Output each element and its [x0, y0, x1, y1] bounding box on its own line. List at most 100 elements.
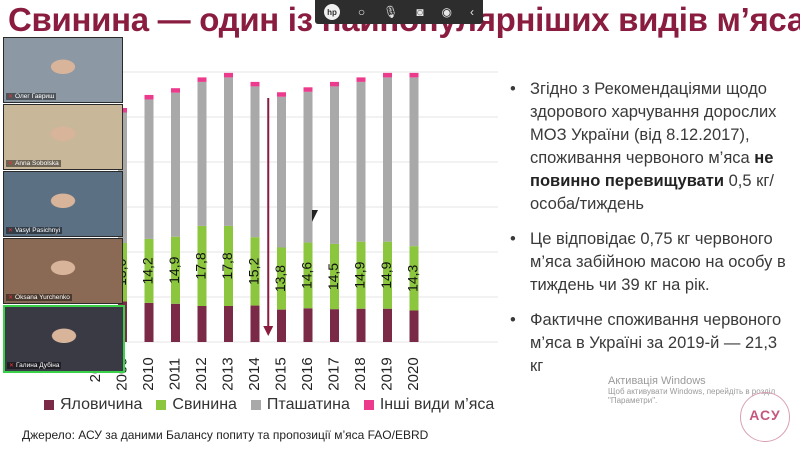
- bar-segment-1: [409, 246, 419, 311]
- bar-segment-2: [277, 96, 286, 248]
- bar-segment-3: [144, 94, 154, 100]
- microphone-icon[interactable]: 🎙: [383, 5, 399, 19]
- bar-segment-1: [144, 238, 154, 303]
- data-label: 14,9: [352, 261, 368, 288]
- legend-swatch: [250, 400, 261, 410]
- bar-segment-2: [224, 77, 233, 226]
- bar-segment-2: [383, 77, 392, 242]
- muted-mic-icon: ✕: [8, 228, 14, 234]
- bar-segment-3: [330, 81, 339, 87]
- bar-segment-1: [356, 241, 366, 309]
- participant-name-text: Oksana Yurchenko: [15, 294, 70, 301]
- camera-icon[interactable]: ◙: [416, 5, 424, 19]
- data-label: 15,2: [246, 258, 262, 285]
- legend-item: Свинина: [156, 396, 237, 414]
- bar-segment-1: [330, 243, 339, 310]
- participant-name: ✕ Oksana Yurchenko: [6, 294, 72, 301]
- bar-segment-2: [409, 77, 419, 247]
- bullet-emphasis: не повинно перевищувати: [530, 149, 774, 190]
- bar-segment-1: [197, 225, 207, 306]
- bar-segment-2: [250, 86, 260, 238]
- data-label: 14,2: [140, 257, 156, 284]
- bar-segment-3: [171, 88, 180, 93]
- bar-segment-0: [383, 308, 392, 342]
- participant-name-text: Олег Гавриш: [15, 93, 55, 100]
- legend-label: Свинина: [172, 396, 237, 413]
- data-label: 14,5: [325, 263, 341, 290]
- bar-segment-2: [303, 91, 313, 243]
- legend-swatch: [44, 400, 54, 410]
- participant-tile[interactable]: ✕ Олег Гавриш: [3, 37, 123, 103]
- data-label: 17,8: [193, 252, 209, 279]
- participant-name-text: Vasyl Pasichnyi: [15, 227, 61, 234]
- bar-segment-0: [197, 306, 207, 342]
- bar-segment-1: [303, 242, 313, 309]
- watermark-line: "Параметри".: [608, 396, 658, 405]
- category-label: 2015: [272, 357, 289, 390]
- participant-name: ✕ Галина Дубіна: [7, 362, 62, 369]
- category-label: 2020: [405, 357, 422, 390]
- category-label: 2019: [378, 357, 395, 390]
- record-dot-icon[interactable]: ○: [357, 5, 366, 19]
- legend-swatch: [156, 400, 167, 410]
- hp-logo-icon: hp: [323, 4, 340, 20]
- muted-mic-icon: ✕: [8, 161, 14, 167]
- bar-segment-0: [356, 308, 366, 342]
- mouse-cursor-icon: [312, 210, 322, 222]
- participant-name: ✕ Олег Гавриш: [6, 93, 57, 100]
- category-label: 2014: [246, 357, 263, 390]
- legend-swatch: [363, 400, 374, 410]
- data-label: 14,9: [378, 261, 394, 288]
- bar-segment-3: [224, 72, 233, 78]
- participant-name: ✕ Anna Sobolska: [6, 160, 61, 167]
- participant-name-text: Галина Дубіна: [16, 362, 60, 369]
- speaker-icon[interactable]: ◉: [441, 5, 452, 19]
- participant-tile[interactable]: ✕ Галина Дубіна: [3, 305, 125, 373]
- bar-segment-1: [224, 225, 233, 306]
- data-label: 13,8: [272, 265, 288, 292]
- bullet-list: Згідно з Рекомендаціями щодо здорового х…: [508, 78, 790, 390]
- category-label: 2010: [140, 357, 157, 390]
- bullet-text: Згідно з Рекомендаціями щодо здорового х…: [530, 80, 777, 167]
- muted-mic-icon: ✕: [8, 94, 14, 100]
- category-label: 2012: [193, 357, 210, 390]
- muted-mic-icon: ✕: [9, 363, 15, 369]
- participant-name: ✕ Vasyl Pasichnyi: [6, 227, 63, 234]
- bar-segment-0: [409, 310, 419, 342]
- bullet-text: Фактичне споживання червоного м’яса в Ук…: [530, 311, 782, 375]
- category-label: 2017: [325, 357, 342, 390]
- chart-legend: Яловичина Свинина Пташатина Інші види м’яса: [44, 396, 494, 414]
- legend-item: Пташатина: [250, 396, 350, 414]
- data-label: 14,9: [166, 256, 182, 283]
- windows-activation-watermark: Активація Windows Щоб активувати Windows…: [608, 376, 775, 406]
- bar-segment-3: [356, 77, 366, 82]
- source-note: Джерело: АСУ за даними Балансу попиту та…: [22, 428, 429, 442]
- bar-segment-3: [197, 77, 207, 82]
- presenter-toolbar[interactable]: hp ○ 🎙 ◙ ◉ ‹: [315, 0, 483, 24]
- participant-tile[interactable]: ✕ Vasyl Pasichnyi: [3, 171, 123, 237]
- collapse-chevron-icon[interactable]: ‹: [469, 5, 474, 19]
- participant-tile[interactable]: ✕ Oksana Yurchenko: [3, 238, 123, 304]
- legend-label: Яловичина: [60, 396, 143, 413]
- bullet-text: Це відповідає 0,75 кг червоного м’яса за…: [530, 230, 786, 294]
- bar-segment-0: [250, 305, 260, 342]
- bar-segment-3: [277, 92, 286, 97]
- bar-segment-0: [171, 303, 180, 342]
- bullet-item: Фактичне споживання червоного м’яса в Ук…: [508, 309, 790, 378]
- bar-segment-2: [144, 99, 154, 239]
- data-label: 17,8: [219, 252, 235, 279]
- muted-mic-icon: ✕: [8, 295, 14, 301]
- legend-item: Інші види м’яса: [363, 396, 495, 414]
- asu-logo: АСУ: [740, 392, 790, 442]
- category-label: 2011: [166, 358, 183, 390]
- legend-label: Інші види м’яса: [379, 396, 495, 413]
- bar-segment-3: [303, 87, 313, 92]
- bar-segment-0: [330, 309, 339, 342]
- data-label: 14,3: [405, 264, 421, 291]
- bar-segment-1: [277, 247, 286, 310]
- legend-item: Яловичина: [44, 396, 142, 414]
- bar-segment-0: [277, 309, 286, 342]
- bar-segment-0: [303, 308, 313, 342]
- participant-tile[interactable]: ✕ Anna Sobolska: [3, 104, 123, 170]
